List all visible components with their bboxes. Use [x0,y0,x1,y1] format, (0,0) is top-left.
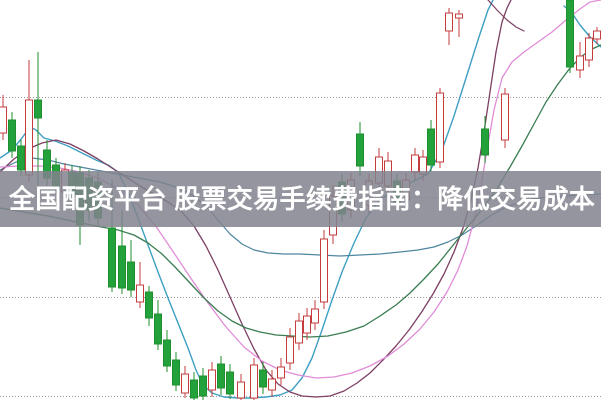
headline-text: 全国配资平台 股票交易手续费指南：降低交易成本 [9,184,596,214]
headline-banner: 全国配资平台 股票交易手续费指南：降低交易成本 [0,171,601,227]
